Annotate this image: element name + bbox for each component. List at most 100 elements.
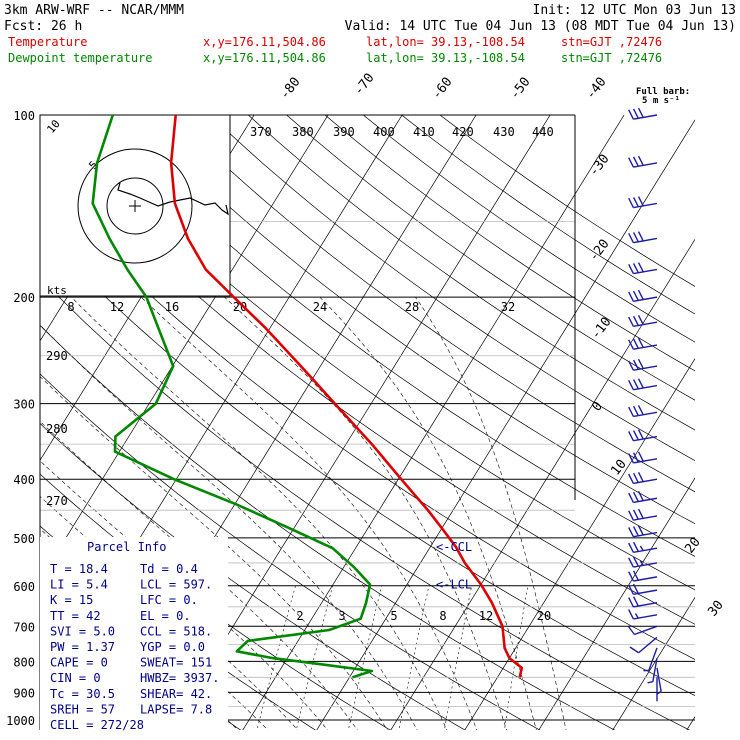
mixing-ratio-label: 20 [537,609,551,623]
isotherm-label: -10 [588,315,614,343]
isotherm-line [686,716,695,730]
dry-adiabat-line [286,115,695,401]
wind-barb-flag [628,339,634,350]
wind-barb-staff [652,657,658,682]
dry-adiabat-label: 430 [493,125,515,139]
parcel-info-right-value: LCL = 597. [140,578,212,592]
hodograph-ring [106,177,164,235]
wind-barb-staff [633,237,658,244]
parcel-info-rows: T = 18.4 Td = 0.4 LI = 5.4 LCL = 597. K = 15… [50,562,219,732]
hodograph-speed-tick: 16 [165,300,179,314]
wind-barb [628,378,658,391]
mixing-ratio-line [256,585,296,730]
dry-adiabat-label: 280 [46,422,68,436]
wind-barb-flag [632,379,639,390]
wind-barb-flag [632,232,639,243]
moist-adiabat-line [40,376,388,730]
wind-barb-halfflag [647,681,653,684]
isotherm-label: 10 [608,457,629,479]
parcel-info-right-value: SWEAT= 151 [140,656,212,670]
wind-barb-flag [637,289,644,300]
wind-barb-flag [637,472,644,482]
parcel-info-title: Parcel Info [87,540,166,554]
wind-barb-staff [633,531,658,538]
wind-barb-staff [633,576,658,582]
isotherm-label: -50 [507,75,533,103]
isotherm-line [242,115,625,730]
wind-barb-staff [633,435,658,442]
wind-barb-flag [637,155,644,166]
wind-barb-flag [632,108,639,119]
pressure-tick-label: 900 [13,686,35,700]
isotherm-label: 0 [589,399,606,414]
wind-barb-staff [648,647,658,671]
wind-barb [647,657,658,684]
mixing-ratio-label: 12 [479,609,493,623]
wind-barb-staff [633,365,658,371]
wind-barb [628,570,658,582]
wind-barb [628,337,658,350]
wind-barb-flag [628,431,634,442]
dry-adiabat-label: 370 [250,125,272,139]
wind-barb-flag [637,262,644,273]
legend-temperature-point: x,y=176.11,504.86 [203,35,326,49]
wind-barb [628,429,658,442]
mixing-ratio-label: 3 [338,609,345,623]
hodograph-trace [117,182,229,216]
legend-temperature-latlon: lat,lon= 39.13,-108.54 [366,35,525,49]
dry-adiabat-label: 400 [373,125,395,139]
wind-barb-halfflag [656,690,662,695]
wind-barb-flag [632,197,639,208]
wind-barb-flag [632,452,639,463]
wind-barb-flag [628,360,634,371]
isotherm-line [390,238,695,730]
hodograph-ring [77,148,193,264]
legend-dewpoint-label: Dewpoint temperature [8,51,153,65]
wind-barb-staff [633,547,658,554]
wind-barb-flag [628,492,634,503]
isotherm-label: -40 [583,75,609,103]
wind-barb-staff [633,562,658,568]
wind-barb [628,556,658,568]
valid-time: Valid: 14 UTC Tue 04 Jun 13 (08 MDT Tue … [345,19,736,34]
isotherm-label: -70 [351,71,377,99]
legend-dewpoint-latlon: lat,lon= 39.13,-108.54 [366,51,525,65]
moist-adiabat-line [40,420,358,730]
level-marker-label: <-CCL [436,540,472,554]
wind-barb-flag [628,380,634,391]
isotherm-line [40,115,329,581]
wind-barb-staff [638,636,658,654]
parcel-info-right-value: EL = 0. [140,609,191,623]
sounding-profiles: <-CCL <-LCL [91,115,524,679]
wind-barb-staff [633,268,658,275]
wind-barb [628,358,658,371]
legend-dewpoint-point: x,y=176.11,504.86 [203,51,326,65]
wind-barb [628,107,658,120]
parcel-info-left-value: TT = 42 [50,609,101,623]
dry-adiabat-line [94,115,695,557]
wind-barb [628,155,658,168]
dry-adiabat-label: 270 [46,494,68,508]
mixing-ratio-line [504,585,529,730]
parcel-info-right-value: HWBZ= 3937. [140,671,219,685]
wind-barb [628,525,658,538]
parcel-info-panel: Parcel Info T = 18.4 Td = 0.4 LI = 5.4 LCL … [40,537,228,732]
hodograph-speed-tick: 32 [501,300,515,314]
parcel-info-left-value: K = 15 [50,593,93,607]
wind-barb-flag [632,472,639,483]
moist-adiabat-line [319,296,537,730]
hodograph-speed-tick: 20 [233,300,247,314]
wind-barb-flag [632,430,639,441]
wind-barb-flag [628,597,634,608]
wind-barb-staff [656,667,662,692]
wind-barb-flag [632,338,639,349]
dry-adiabat-line [40,277,691,730]
wind-barb-flag [632,526,639,537]
wind-barb-flag [628,584,634,595]
wind-barb-halfflag [639,560,644,566]
parcel-info-left-value: SVI = 5.0 [50,624,115,638]
parcel-info-left-value: SREH = 57 [50,702,115,716]
isotherm-label: -60 [429,75,455,103]
isotherm-line [168,115,551,730]
wind-barb-flag [632,509,639,520]
